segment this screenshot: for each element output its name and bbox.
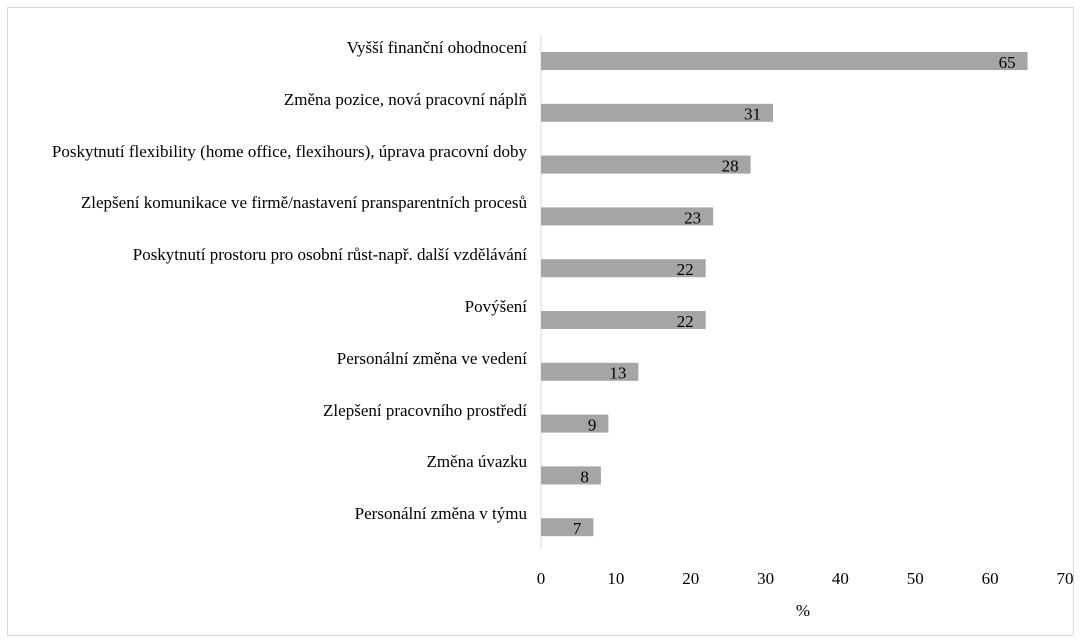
x-tick-label: 40 xyxy=(832,569,849,588)
x-tick-label: 30 xyxy=(757,569,774,588)
bar xyxy=(541,52,1028,70)
y-tick-label: Poskytnutí prostoru pro osobní růst-např… xyxy=(132,245,527,265)
y-tick-label: Změna pozice, nová pracovní náplň xyxy=(283,89,527,109)
x-tick-label: 10 xyxy=(607,569,624,588)
chart-frame xyxy=(7,7,1074,636)
bar xyxy=(541,466,601,485)
bar xyxy=(541,207,714,226)
y-tick-label: Personální změna v týmu xyxy=(354,504,527,524)
value-label: 13 xyxy=(609,364,626,383)
x-axis-label: % xyxy=(796,601,810,620)
bar xyxy=(541,518,594,537)
bar xyxy=(541,414,609,433)
value-label: 23 xyxy=(684,208,701,227)
value-label: 28 xyxy=(722,157,739,176)
value-label: 22 xyxy=(677,312,694,331)
value-label: 22 xyxy=(677,260,694,279)
value-label: 8 xyxy=(580,467,589,486)
y-tick-label: Personální změna ve vedení xyxy=(336,348,527,368)
y-tick-label: Zlepšení pracovního prostředí xyxy=(323,400,527,420)
y-tick-label: Změna úvazku xyxy=(426,452,527,472)
y-tick-label: Zlepšení komunikace ve firmě/nastavení p… xyxy=(80,193,527,213)
x-tick-label: 20 xyxy=(682,569,699,588)
x-tick-label: 70 xyxy=(1057,569,1074,588)
value-label: 65 xyxy=(999,53,1016,72)
x-tick-label: 60 xyxy=(982,569,999,588)
bar xyxy=(541,311,706,329)
y-tick-label: Povýšení xyxy=(464,297,527,316)
bar xyxy=(541,362,639,381)
y-tick-label: Vyšší finanční ohodnocení xyxy=(346,38,527,57)
value-label: 7 xyxy=(573,519,582,538)
x-tick-label: 50 xyxy=(907,569,924,588)
value-label: 9 xyxy=(588,416,597,435)
value-label: 31 xyxy=(744,105,761,124)
bar xyxy=(541,103,774,122)
x-tick-label: 0 xyxy=(537,569,546,588)
y-tick-label: Poskytnutí flexibility (home office, fle… xyxy=(51,141,527,161)
bar xyxy=(541,259,706,278)
bar xyxy=(541,155,751,174)
